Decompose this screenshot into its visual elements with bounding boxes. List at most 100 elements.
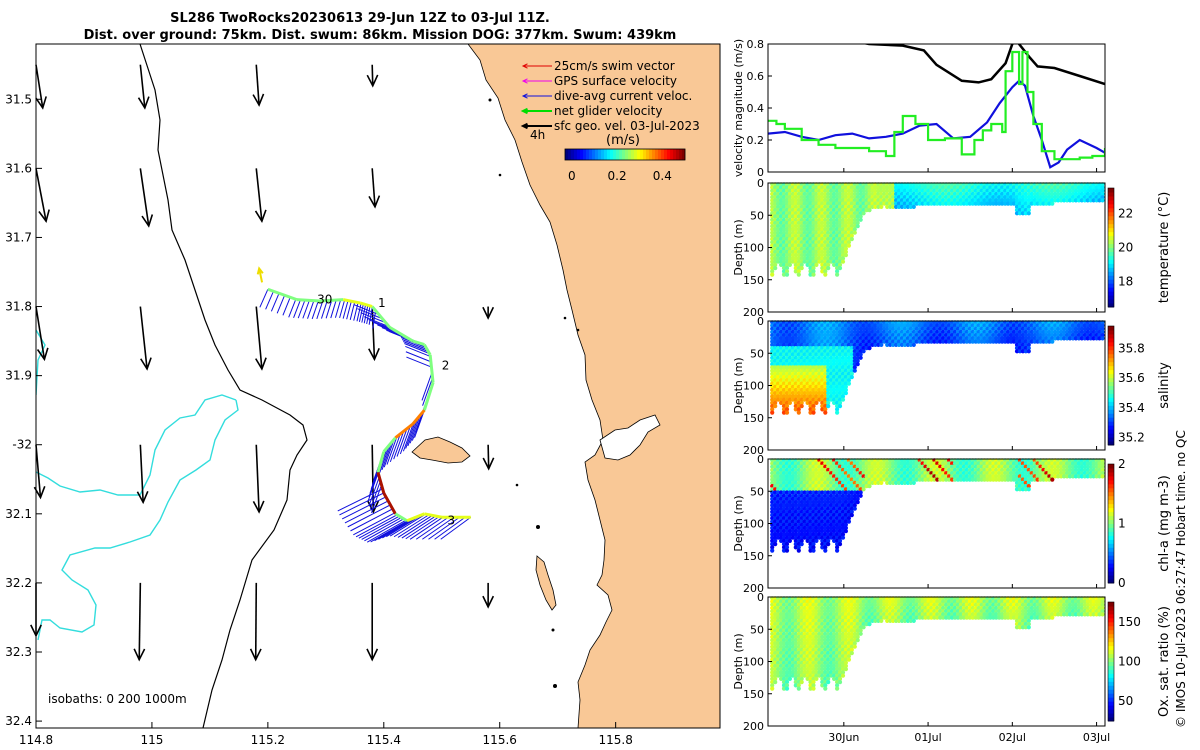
section-point — [1026, 204, 1031, 209]
section-point — [820, 333, 825, 338]
section-point — [947, 326, 952, 331]
section-point — [817, 493, 822, 498]
section-point — [817, 358, 822, 364]
section-point — [787, 615, 793, 620]
section-point — [997, 333, 1002, 338]
section-y-tick-label: 0 — [757, 315, 764, 328]
section-point — [793, 266, 798, 271]
section-point — [802, 509, 807, 514]
section-point — [870, 464, 875, 469]
section-point — [805, 509, 810, 514]
section-point — [770, 663, 775, 669]
section-point — [1041, 333, 1046, 338]
section-point — [908, 471, 913, 476]
section-point — [1009, 477, 1014, 482]
section-point — [911, 195, 916, 200]
section-point — [811, 509, 816, 514]
section-point — [1088, 188, 1093, 193]
section-point — [770, 391, 775, 396]
section-point — [781, 480, 787, 485]
section-point — [787, 467, 793, 473]
section-point — [784, 487, 790, 492]
section-point — [790, 384, 796, 389]
section-point — [876, 464, 881, 469]
section-point — [781, 220, 787, 226]
section-point — [787, 233, 793, 238]
section-point — [843, 490, 849, 495]
section-point — [784, 519, 790, 524]
section-point — [1073, 333, 1078, 338]
section-point — [770, 525, 775, 531]
section-point — [814, 211, 819, 216]
section-point — [776, 230, 781, 235]
section-point — [790, 506, 796, 511]
section-point — [814, 333, 819, 338]
section-point — [796, 198, 801, 203]
section-point — [1085, 471, 1090, 476]
section-point — [926, 198, 931, 203]
section-point — [1094, 188, 1099, 193]
section-point — [799, 349, 804, 354]
section-point — [773, 397, 778, 402]
section-point — [846, 227, 852, 232]
section-point — [781, 484, 787, 489]
section-point — [790, 660, 796, 665]
section-point — [808, 237, 813, 242]
section-point — [979, 195, 984, 200]
geo-vector-head — [482, 457, 495, 471]
section-point — [820, 253, 825, 258]
section-point — [787, 647, 793, 653]
section-point — [958, 201, 964, 206]
section-point — [952, 464, 958, 469]
section-point — [808, 545, 813, 550]
section-point — [1059, 333, 1064, 338]
section-point — [837, 484, 843, 489]
section-point — [947, 195, 952, 200]
section-point — [814, 246, 819, 251]
section-point — [776, 358, 781, 364]
section-point — [835, 471, 840, 476]
section-point — [994, 477, 999, 482]
section-point — [808, 634, 813, 640]
section-point — [840, 532, 846, 537]
velocity-tick-label: 0.8 — [747, 38, 765, 51]
section-point — [1091, 191, 1096, 197]
section-point — [935, 336, 940, 341]
section-point — [1047, 329, 1052, 335]
section-point — [837, 487, 843, 492]
section-point — [858, 349, 863, 354]
section-point — [837, 474, 843, 479]
section-point — [796, 253, 801, 258]
section-point — [802, 464, 807, 469]
section-point — [843, 519, 849, 524]
section-point — [820, 214, 825, 219]
current-vector — [366, 519, 407, 543]
section-point — [1026, 474, 1031, 479]
section-point — [867, 191, 872, 197]
section-point — [1056, 467, 1061, 473]
section-point — [823, 349, 828, 354]
section-point — [781, 625, 787, 630]
section-point — [781, 371, 787, 376]
section-colorbar-cell — [1108, 279, 1114, 284]
section-point — [855, 500, 860, 505]
section-point — [770, 657, 775, 662]
section-point — [829, 529, 834, 534]
section-point — [826, 487, 831, 492]
section-point — [835, 201, 840, 206]
section-point — [781, 394, 787, 399]
section-point — [835, 545, 840, 550]
section-point — [781, 663, 787, 669]
section-point — [1038, 195, 1043, 200]
section-point — [781, 397, 787, 402]
section-point — [811, 362, 816, 367]
section-point — [932, 188, 937, 193]
section-point — [1067, 329, 1073, 335]
section-point — [837, 262, 843, 267]
section-point — [787, 336, 793, 341]
section-point — [991, 195, 996, 200]
section-point — [826, 349, 831, 354]
section-point — [976, 467, 981, 473]
section-point — [773, 204, 778, 209]
current-vector — [339, 299, 346, 319]
